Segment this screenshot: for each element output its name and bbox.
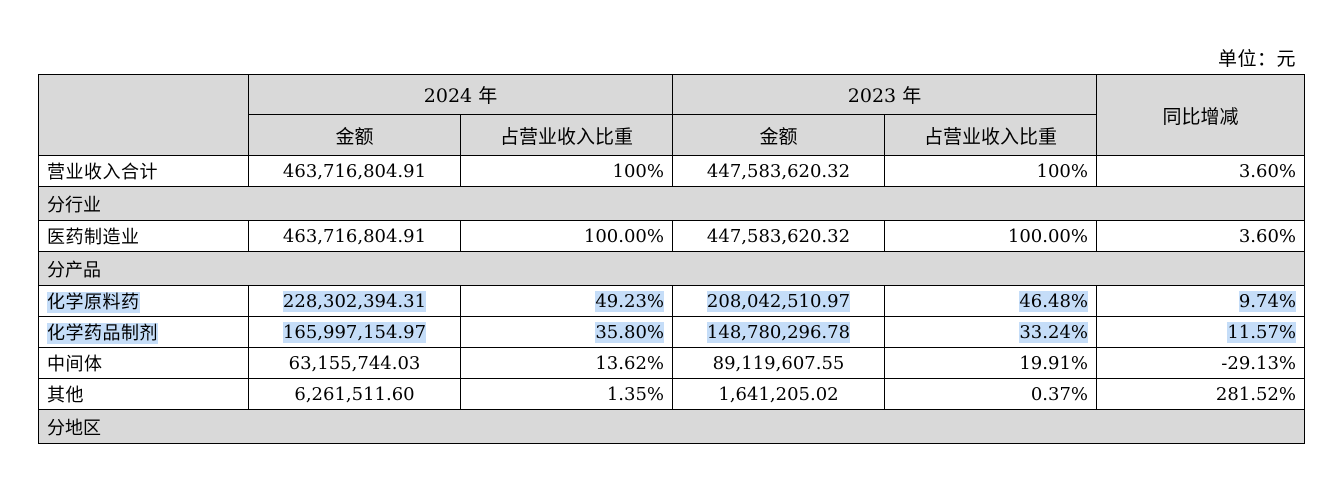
yoy-change: 3.60%	[1096, 155, 1305, 187]
selected-text[interactable]: 化学原料药	[47, 292, 140, 313]
selected-text[interactable]: 33.24%	[1019, 321, 1088, 343]
amount-2024: 63,155,744.03	[248, 347, 461, 379]
amount-2023: 1,641,205.02	[672, 378, 885, 410]
selected-text[interactable]: 11.57%	[1227, 321, 1296, 343]
share-2023: 100%	[884, 155, 1097, 187]
amount-2024: 6,261,511.60	[248, 378, 461, 410]
row-label: 其他	[38, 378, 249, 410]
table-row: 中间体 63,155,744.03 13.62% 89,119,607.55 1…	[38, 347, 1305, 379]
selected-text[interactable]: 46.48%	[1019, 290, 1088, 312]
header-share-2023: 占营业收入比重	[884, 114, 1097, 156]
amount-2023: 148,780,296.78	[672, 316, 885, 348]
share-2023: 100.00%	[884, 220, 1097, 252]
header-share-2024: 占营业收入比重	[460, 114, 673, 156]
row-label: 中间体	[38, 347, 249, 379]
yoy-change: 3.60%	[1096, 220, 1305, 252]
header-year-2023: 2023 年	[672, 74, 1097, 115]
yoy-change: 11.57%	[1096, 316, 1305, 348]
table-row: 医药制造业 463,716,804.91 100.00% 447,583,620…	[38, 220, 1305, 252]
unit-label: 单位：元	[1217, 48, 1296, 70]
selected-text[interactable]: 165,997,154.97	[282, 321, 427, 343]
share-2023: 19.91%	[884, 347, 1097, 379]
share-2024: 100.00%	[460, 220, 673, 252]
amount-2024: 228,302,394.31	[248, 285, 461, 317]
header-yoy: 同比增减	[1096, 74, 1305, 156]
selected-text[interactable]: 35.80%	[595, 321, 664, 343]
amount-2024: 463,716,804.91	[248, 155, 461, 187]
header-amount-2024: 金额	[248, 114, 461, 156]
section-row: 分地区	[38, 409, 1305, 444]
share-2023: 33.24%	[884, 316, 1097, 348]
table-row: 化学原料药 228,302,394.31 49.23% 208,042,510.…	[38, 285, 1305, 317]
share-2024: 1.35%	[460, 378, 673, 410]
selected-text[interactable]: 化学药品制剂	[47, 323, 158, 344]
yoy-change: 9.74%	[1096, 285, 1305, 317]
table-row: 化学药品制剂 165,997,154.97 35.80% 148,780,296…	[38, 316, 1305, 348]
amount-2024: 165,997,154.97	[248, 316, 461, 348]
row-label: 化学原料药	[38, 285, 249, 317]
row-label: 营业收入合计	[38, 155, 249, 187]
share-2024: 100%	[460, 155, 673, 187]
share-2024: 49.23%	[460, 285, 673, 317]
header-amount-2023: 金额	[672, 114, 885, 156]
row-label: 医药制造业	[38, 220, 249, 252]
section-label: 分行业	[38, 186, 1305, 221]
selected-text[interactable]: 208,042,510.97	[706, 290, 851, 312]
viewport-clip	[0, 467, 1342, 498]
share-2024: 35.80%	[460, 316, 673, 348]
revenue-breakdown-table: 2024 年 2023 年 同比增减 金额 占营业收入比重 金额 占营业收入比重…	[38, 74, 1305, 444]
selected-text[interactable]: 148,780,296.78	[706, 321, 851, 343]
section-row: 分行业	[38, 186, 1305, 221]
share-2024: 13.62%	[460, 347, 673, 379]
row-label: 化学药品制剂	[38, 316, 249, 348]
section-label: 分产品	[38, 251, 1305, 286]
selected-text[interactable]: 49.23%	[595, 290, 664, 312]
amount-2023: 208,042,510.97	[672, 285, 885, 317]
section-label: 分地区	[38, 409, 1305, 444]
table-row: 其他 6,261,511.60 1.35% 1,641,205.02 0.37%…	[38, 378, 1305, 410]
table-row: 营业收入合计 463,716,804.91 100% 447,583,620.3…	[38, 155, 1305, 187]
share-2023: 0.37%	[884, 378, 1097, 410]
header-year-2024: 2024 年	[248, 74, 673, 115]
yoy-change: 281.52%	[1096, 378, 1305, 410]
selected-text[interactable]: 9.74%	[1238, 290, 1296, 312]
header-blank	[38, 74, 249, 156]
amount-2023: 447,583,620.32	[672, 155, 885, 187]
yoy-change: -29.13%	[1096, 347, 1305, 379]
amount-2024: 463,716,804.91	[248, 220, 461, 252]
amount-2023: 89,119,607.55	[672, 347, 885, 379]
section-row: 分产品	[38, 251, 1305, 286]
amount-2023: 447,583,620.32	[672, 220, 885, 252]
share-2023: 46.48%	[884, 285, 1097, 317]
selected-text[interactable]: 228,302,394.31	[282, 290, 427, 312]
